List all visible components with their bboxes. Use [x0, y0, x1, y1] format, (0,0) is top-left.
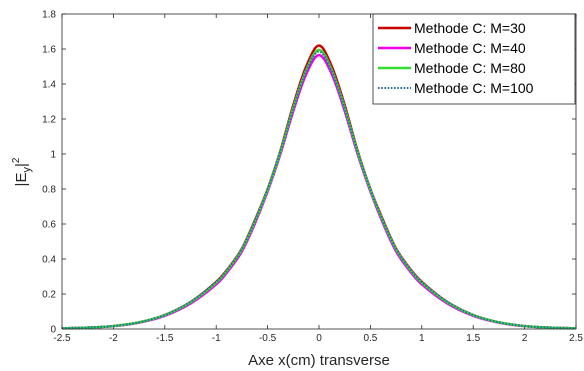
x-axis-label: Axe x(cm) transverse [248, 352, 390, 369]
x-tick-label: 1 [419, 333, 425, 344]
y-tick-label: 0.4 [42, 255, 56, 266]
y-tick-label: 0.2 [42, 290, 56, 301]
legend-label-4: Methode C: M=100 [414, 80, 534, 96]
x-tick-label: -0.5 [259, 333, 277, 344]
x-tick-label: 2.5 [569, 333, 583, 344]
legend: Methode C: M=30 Methode C: M=40 Methode C:… [372, 13, 576, 105]
x-tick-label: 1.5 [466, 333, 480, 344]
x-tick-label: -1.5 [156, 333, 174, 344]
y-tick-label: 0 [50, 325, 56, 336]
legend-label-1: Methode C: M=30 [414, 20, 526, 36]
y-tick-label: 1 [50, 150, 56, 161]
series-group [61, 44, 577, 330]
legend-label-2: Methode C: M=40 [414, 40, 526, 56]
x-tick-label: 2 [522, 333, 528, 344]
x-tick-label: -2 [109, 333, 118, 344]
x-tick-label: -2.5 [53, 333, 71, 344]
y-tick-label: 1.6 [42, 45, 56, 56]
y-tick-label: 1.8 [42, 10, 56, 21]
series-line-4 [61, 50, 577, 330]
axes-frame [61, 13, 577, 330]
x-tick-label: 0.5 [363, 333, 377, 344]
y-tick-label: 0.6 [42, 220, 56, 231]
y-axis-label: |Ey|2 [11, 157, 33, 186]
y-axis: 0 0.2 0.4 0.6 0.8 1 1.2 1.4 1.6 1.8 [42, 10, 576, 336]
legend-label-3: Methode C: M=80 [414, 60, 526, 76]
x-tick-label: 0 [316, 333, 322, 344]
x-tick-label: -1 [212, 333, 221, 344]
y-tick-label: 1.4 [42, 80, 56, 91]
y-tick-label: 1.2 [42, 115, 56, 126]
y-tick-label: 0.8 [42, 185, 56, 196]
